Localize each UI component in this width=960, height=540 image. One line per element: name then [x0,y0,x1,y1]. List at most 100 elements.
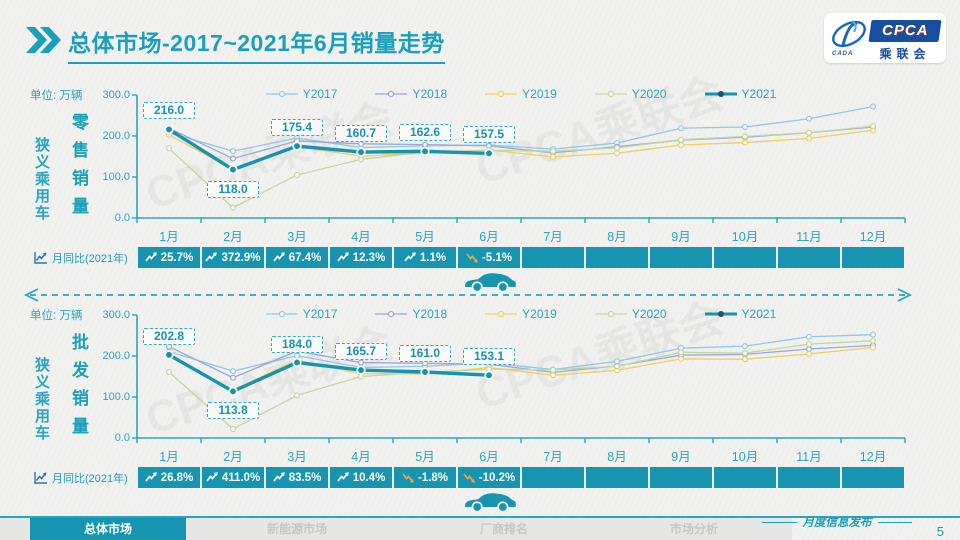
line-chart-icon [34,252,47,264]
legend-item-Y2018: Y2018 [375,307,447,321]
car-icon [465,273,516,293]
data-point-Y2020 [805,341,812,348]
yoy-cell [778,467,840,488]
value-label: 153.1 [463,348,515,366]
month-label: 9月 [671,230,691,244]
legend-item-Y2017: Y2017 [265,87,337,101]
month-label: 2月 [223,230,243,244]
tab-market-analysis[interactable]: 市场分析 [669,522,718,536]
yoy-cell: -10.2% [458,467,520,488]
yoy-cells: 25.7% 372.9% 67.4% 12.3% 1.1% -5.1% [137,247,907,268]
data-point-Y2019 [613,150,620,157]
tab-oem-ranking[interactable]: 厂商排名 [479,522,528,536]
legend-label: Y2019 [522,307,557,321]
yoy-cell: 12.3% [330,247,392,268]
data-point-Y2020 [549,366,556,373]
data-point-Y2019 [741,356,748,363]
data-point-Y2021 [164,350,174,360]
series-line-Y2018 [168,126,874,160]
legend-marker-icon [265,310,298,318]
y-tick-label: 300.0 [102,89,130,101]
legend-marker-icon [375,90,408,98]
data-point-Y2020 [741,350,748,357]
legend-label: Y2020 [631,87,667,101]
yoy-cell: -5.1% [458,247,520,268]
plot-svg [132,314,906,443]
legend-label: Y2019 [522,87,557,101]
value-label: 162.6 [399,124,451,142]
yoy-cell [842,467,904,488]
tab-nev-market[interactable]: 新能源市场 [266,522,327,536]
month-label: 3月 [287,450,307,464]
yoy-cell: 67.4% [266,247,328,268]
yoy-cell [714,247,776,268]
yoy-cell [650,247,712,268]
yoy-value: 372.9% [221,251,261,264]
unit-label: 单位: 万辆 [30,90,83,102]
page-number: 5 [936,524,944,539]
yoy-row-label: 月同比(2021年) [33,470,128,486]
month-label: 10月 [731,230,759,244]
footer-tabstrip: 总体市场 新能源市场 厂商排名 市场分析 [0,518,792,540]
unit-label: 单位: 万辆 [30,310,83,322]
value-label: 175.4 [271,119,323,137]
retail-chart-block: 单位: 万辆 狭义乘用车 零售销量 300.0 200.0 100.0 0.0 Y20… [0,85,960,297]
yoy-cells: 26.8% 411.0% 83.5% 10.4% -1.8% -10.2% [137,467,907,488]
tab-overall-market[interactable]: 总体市场 [30,518,186,540]
data-point-Y2019 [805,350,812,357]
value-label: 216.0 [143,102,195,120]
cpca-chinese-name: 乘联会 [879,47,931,61]
data-point-Y2020 [613,144,620,151]
yoy-value: 25.7% [160,251,194,264]
series-line-Y2017 [168,105,874,152]
series-line-Y2020 [168,125,874,209]
chart-legend: Y2017 Y2018 Y2019 Y2020 Y2021 [137,307,905,321]
legend-marker-icon [594,310,627,318]
yoy-cell: 372.9% [202,247,264,268]
dash-line [877,521,912,523]
y-tick-label: 200.0 [102,350,130,362]
legend-label: Y2021 [741,307,777,321]
yoy-cell [778,247,840,268]
trend-up-icon [337,472,349,482]
month-label: 12月 [859,230,887,244]
data-point-Y2021 [292,141,302,151]
data-point-Y2018 [358,140,365,147]
month-label: 5月 [415,230,435,244]
data-point-Y2018 [230,374,237,381]
double-arrow-divider [23,288,913,302]
plot-svg [132,94,906,223]
month-label: 3月 [287,230,307,244]
value-label: 160.7 [335,125,387,143]
cpca-acronym: CPCA [868,20,942,42]
month-label: 10月 [731,450,759,464]
trend-down-icon [463,473,475,483]
month-label: 4月 [351,230,371,244]
month-label: 8月 [607,450,627,464]
month-label: 1月 [159,230,179,244]
data-point-Y2021 [164,124,174,135]
yoy-row-label: 月同比(2021年) [33,250,128,266]
trend-up-icon [273,252,285,262]
cpca-logo: CADA CPCA 乘联会 [824,13,946,63]
data-point-Y2017 [869,103,876,110]
month-label: 1月 [159,450,179,464]
series-line-Y2019 [168,346,874,391]
value-label: 157.5 [463,126,515,144]
month-label: 7月 [543,230,563,244]
data-point-Y2017 [230,368,237,375]
legend-item-Y2020: Y2020 [594,87,667,101]
yoy-cell: 26.8% [138,467,200,488]
yoy-value: -5.1% [481,251,513,264]
yoy-cell: 1.1% [394,247,456,268]
vehicle-category-label: 狭义乘用车 [33,137,50,222]
month-label: 4月 [351,450,371,464]
value-label: 161.0 [399,344,451,362]
data-point-Y2019 [677,355,684,362]
data-point-Y2020 [869,337,876,344]
month-label: 6月 [479,230,499,244]
data-point-Y2021 [420,146,430,156]
series-line-Y2021 [168,128,490,172]
title-rest: -2017~2021年6月销量走势 [162,30,445,56]
yoy-cell [842,247,904,268]
